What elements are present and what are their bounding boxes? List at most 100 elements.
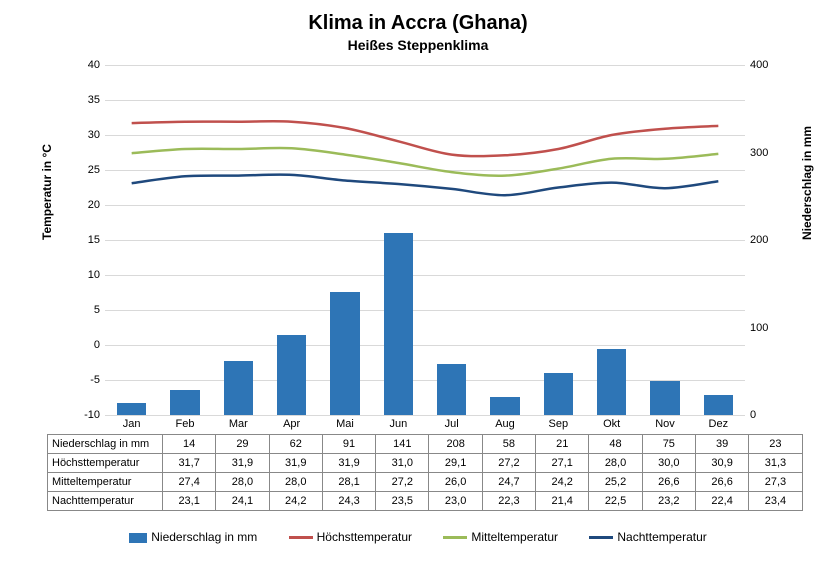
table-cell: 91 — [322, 435, 375, 454]
table-cell: 25,2 — [589, 473, 642, 492]
legend-swatch-bar — [129, 533, 147, 543]
table-cell: 23,4 — [749, 492, 802, 511]
y-tick-left: 35 — [65, 94, 100, 106]
table-cell: 39 — [695, 435, 748, 454]
table-cell: 24,2 — [536, 473, 589, 492]
legend-label: Niederschlag in mm — [151, 530, 257, 544]
y-tick-left: 25 — [65, 164, 100, 176]
table-cell: 58 — [482, 435, 535, 454]
y-tick-right: 100 — [750, 322, 785, 334]
y-tick-right: 200 — [750, 234, 785, 246]
y-tick-left: -10 — [65, 409, 100, 421]
table-cell: 23,1 — [163, 492, 216, 511]
legend-item-low: Nachttemperatur — [589, 530, 706, 544]
table-cell: 27,2 — [482, 454, 535, 473]
y-axis-left: -10-50510152025303540 — [65, 65, 100, 415]
table-cell: 22,5 — [589, 492, 642, 511]
x-label: Aug — [495, 418, 515, 430]
table-cell: 28,0 — [216, 473, 269, 492]
x-label: Apr — [283, 418, 300, 430]
table-cell: 31,9 — [216, 454, 269, 473]
table-cell: 24,1 — [216, 492, 269, 511]
y-tick-left: 5 — [65, 304, 100, 316]
y-tick-right: 300 — [750, 147, 785, 159]
legend-item-mean: Mitteltemperatur — [443, 530, 558, 544]
table-cell: 29 — [216, 435, 269, 454]
table-cell: 28,0 — [589, 454, 642, 473]
y-tick-left: 20 — [65, 199, 100, 211]
x-label: Nov — [655, 418, 675, 430]
legend-swatch-line — [289, 536, 313, 539]
table-row: Niederschlag in mm1429629114120858214875… — [48, 435, 803, 454]
table-cell: 22,4 — [695, 492, 748, 511]
legend-swatch-line — [443, 536, 467, 539]
table-cell: 23,0 — [429, 492, 482, 511]
table-cell: 24,2 — [269, 492, 322, 511]
table-cell: 31,7 — [163, 454, 216, 473]
table-cell: 21 — [536, 435, 589, 454]
y-tick-left: 15 — [65, 234, 100, 246]
temperature-lines — [105, 65, 745, 415]
table-cell: 31,0 — [376, 454, 429, 473]
table-cell: 30,9 — [695, 454, 748, 473]
table-cell: 31,3 — [749, 454, 802, 473]
table-cell: 31,9 — [322, 454, 375, 473]
table-row: Nachttemperatur23,124,124,224,323,523,02… — [48, 492, 803, 511]
table-cell: 208 — [429, 435, 482, 454]
y-axis-right-label: Niederschlag in mm — [800, 126, 814, 240]
data-table: Niederschlag in mm1429629114120858214875… — [47, 434, 803, 511]
legend: Niederschlag in mm Höchsttemperatur Mitt… — [0, 530, 836, 544]
climate-chart-container: Klima in Accra (Ghana) Heißes Steppenkli… — [0, 0, 836, 575]
line-low — [132, 175, 719, 196]
table-cell: 30,0 — [642, 454, 695, 473]
table-cell: 23,2 — [642, 492, 695, 511]
y-tick-right: 400 — [750, 59, 785, 71]
y-tick-right: 0 — [750, 409, 785, 421]
table-cell: 27,1 — [536, 454, 589, 473]
line-mean — [132, 148, 719, 176]
table-cell: 23,5 — [376, 492, 429, 511]
y-tick-left: 40 — [65, 59, 100, 71]
y-tick-left: -5 — [65, 374, 100, 386]
table-cell: 141 — [376, 435, 429, 454]
legend-label: Nachttemperatur — [617, 530, 706, 544]
table-cell: 62 — [269, 435, 322, 454]
legend-item-high: Höchsttemperatur — [289, 530, 412, 544]
chart-title: Klima in Accra (Ghana) — [0, 0, 836, 35]
row-header: Höchsttemperatur — [48, 454, 163, 473]
table-cell: 23 — [749, 435, 802, 454]
legend-swatch-line — [589, 536, 613, 539]
x-label: Mar — [229, 418, 248, 430]
table-cell: 27,3 — [749, 473, 802, 492]
table-cell: 75 — [642, 435, 695, 454]
row-header: Mitteltemperatur — [48, 473, 163, 492]
table-cell: 21,4 — [536, 492, 589, 511]
table-cell: 24,7 — [482, 473, 535, 492]
table-row: Mitteltemperatur27,428,028,028,127,226,0… — [48, 473, 803, 492]
x-label: Feb — [176, 418, 195, 430]
table-cell: 26,0 — [429, 473, 482, 492]
table-cell: 28,0 — [269, 473, 322, 492]
table-cell: 27,2 — [376, 473, 429, 492]
x-label: Dez — [709, 418, 729, 430]
y-axis-left-label: Temperatur in °C — [40, 144, 54, 240]
table-cell: 31,9 — [269, 454, 322, 473]
chart-subtitle: Heißes Steppenklima — [0, 35, 836, 53]
table-cell: 24,3 — [322, 492, 375, 511]
y-axis-right: 0100200300400 — [750, 65, 785, 415]
legend-item-precipitation: Niederschlag in mm — [129, 530, 257, 544]
y-tick-left: 0 — [65, 339, 100, 351]
table-row: Höchsttemperatur31,731,931,931,931,029,1… — [48, 454, 803, 473]
x-label: Jan — [123, 418, 141, 430]
table-cell: 26,6 — [642, 473, 695, 492]
x-label: Sep — [549, 418, 569, 430]
x-label: Jun — [389, 418, 407, 430]
x-axis-labels: JanFebMarAprMaiJunJulAugSepOktNovDez — [105, 418, 745, 434]
legend-label: Höchsttemperatur — [317, 530, 412, 544]
table-cell: 26,6 — [695, 473, 748, 492]
table-cell: 27,4 — [163, 473, 216, 492]
table-cell: 22,3 — [482, 492, 535, 511]
table-cell: 14 — [163, 435, 216, 454]
table-cell: 48 — [589, 435, 642, 454]
y-tick-left: 30 — [65, 129, 100, 141]
